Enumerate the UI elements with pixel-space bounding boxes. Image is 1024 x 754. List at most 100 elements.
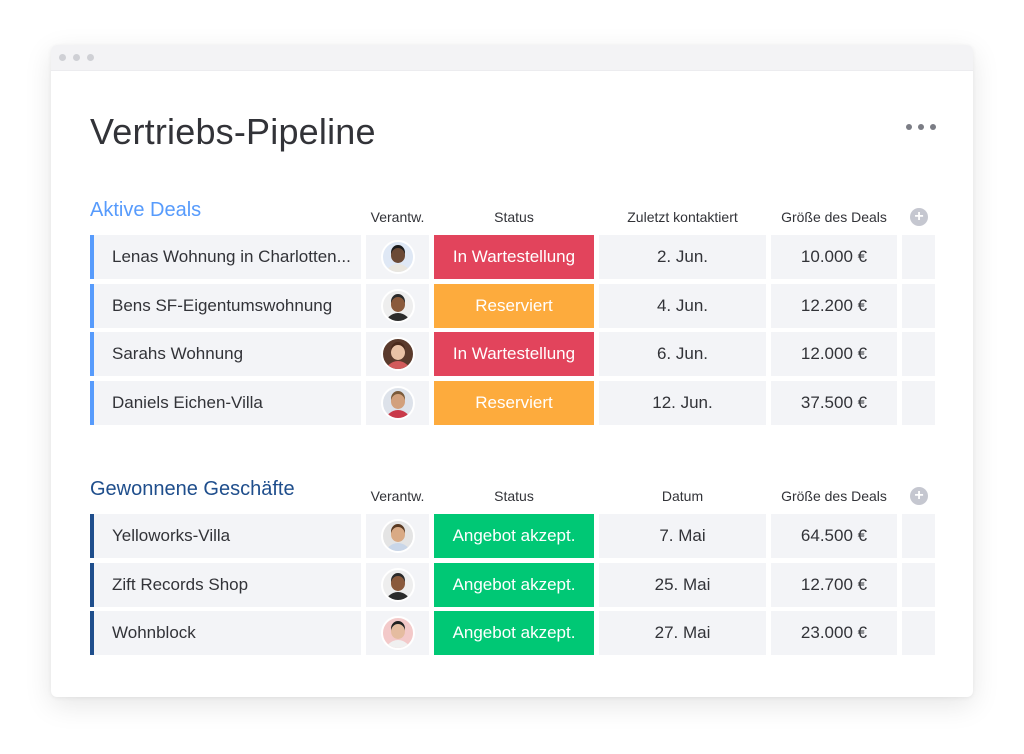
- column-header-status[interactable]: Status: [494, 209, 534, 225]
- date-value: 2. Jun.: [656, 247, 709, 266]
- group-rows: Lenas Wohnung in Charlotten... In Wartest…: [90, 235, 935, 425]
- owner-cell[interactable]: [366, 283, 429, 328]
- window-dot-icon: [73, 54, 80, 61]
- avatar-man-beard-icon: [380, 288, 415, 323]
- avatar-man-bald-icon: [380, 385, 415, 420]
- status-cell[interactable]: Angebot akzept.: [434, 514, 594, 558]
- table-row[interactable]: Daniels Eichen-Villa Reserviert 12. Jun. 37…: [90, 380, 935, 425]
- column-header-size[interactable]: Größe des Deals: [781, 209, 887, 225]
- deal-size-value: 12.700 €: [800, 574, 868, 594]
- table-row[interactable]: Zift Records Shop Angebot akzept. 25. Mai 1…: [90, 562, 935, 607]
- deal-size-cell[interactable]: 37.500 €: [771, 380, 897, 425]
- page-title: Vertriebs-Pipeline: [90, 111, 376, 152]
- table-row[interactable]: Bens SF-Eigentumswohnung Reserviert 4. Jun…: [90, 283, 935, 328]
- table-row[interactable]: Yelloworks-Villa Angebot akzept. 7. Mai 64.…: [90, 514, 935, 558]
- add-column-icon[interactable]: +: [910, 487, 928, 505]
- status-label: In Wartestellung: [452, 247, 576, 266]
- date-cell[interactable]: 4. Jun.: [599, 283, 766, 328]
- date-cell[interactable]: 25. Mai: [599, 562, 766, 607]
- column-header-owner[interactable]: Verantw.: [370, 488, 425, 504]
- avatar-man-beard-icon: [380, 567, 415, 602]
- deal-size-cell[interactable]: 12.700 €: [771, 562, 897, 607]
- owner-cell[interactable]: [366, 514, 429, 558]
- status-label: Angebot akzept.: [452, 574, 576, 594]
- app-window: Vertriebs-Pipeline Aktive Deals Verantw.…: [51, 45, 973, 697]
- date-cell[interactable]: 2. Jun.: [599, 235, 766, 279]
- window-dot-icon: [87, 54, 94, 61]
- more-horizontal-icon[interactable]: [906, 120, 936, 134]
- status-label: Reserviert: [475, 295, 553, 315]
- add-column-icon[interactable]: +: [910, 208, 928, 226]
- avatar-woman-dark-hair-icon: [380, 616, 415, 650]
- row-name: Yelloworks-Villa: [112, 526, 231, 545]
- status-cell[interactable]: Angebot akzept.: [434, 562, 594, 607]
- status-label: Angebot akzept.: [452, 526, 576, 545]
- status-label: In Wartestellung: [452, 344, 576, 363]
- row-name-cell[interactable]: Yelloworks-Villa: [90, 514, 361, 558]
- date-cell[interactable]: 27. Mai: [599, 611, 766, 655]
- group-rows: Yelloworks-Villa Angebot akzept. 7. Mai 64.…: [90, 514, 935, 655]
- date-value: 25. Mai: [654, 574, 711, 594]
- column-header-date[interactable]: Datum: [661, 488, 704, 504]
- group-header: Aktive Deals Verantw. Status Zuletzt kon…: [90, 195, 935, 235]
- group-header: Gewonnene Geschäfte Verantw. Status Datu…: [90, 474, 935, 514]
- group-active-deals: Aktive Deals Verantw. Status Zuletzt kon…: [90, 195, 935, 429]
- group-title[interactable]: Aktive Deals: [90, 199, 202, 221]
- table-row[interactable]: Wohnblock Angebot akzept. 27. Mai 23.000 €: [90, 611, 935, 655]
- empty-cell: [902, 514, 935, 558]
- window-titlebar: [51, 45, 973, 71]
- date-value: 27. Mai: [654, 623, 711, 642]
- deal-size-value: 23.000 €: [800, 623, 868, 642]
- row-name: Wohnblock: [112, 623, 196, 642]
- empty-cell: [902, 235, 935, 279]
- deal-size-value: 10.000 €: [800, 247, 868, 266]
- date-cell[interactable]: 7. Mai: [599, 514, 766, 558]
- deal-size-value: 12.000 €: [800, 344, 868, 363]
- deal-size-value: 37.500 €: [800, 392, 868, 412]
- column-header-status[interactable]: Status: [494, 488, 534, 504]
- deal-size-value: 64.500 €: [800, 526, 868, 545]
- date-cell[interactable]: 6. Jun.: [599, 332, 766, 376]
- group-title[interactable]: Gewonnene Geschäfte: [90, 478, 295, 500]
- date-value: 6. Jun.: [656, 344, 709, 363]
- row-name-cell[interactable]: Daniels Eichen-Villa: [90, 380, 361, 425]
- row-name-cell[interactable]: Lenas Wohnung in Charlotten...: [90, 235, 361, 279]
- column-header-size[interactable]: Größe des Deals: [781, 488, 887, 504]
- avatar-woman-glasses-icon: [380, 337, 415, 371]
- owner-cell[interactable]: [366, 611, 429, 655]
- column-header-owner[interactable]: Verantw.: [370, 209, 425, 225]
- table-row[interactable]: Sarahs Wohnung In Wartestellung 6. Jun. 12.…: [90, 332, 935, 376]
- empty-cell: [902, 380, 935, 425]
- owner-cell[interactable]: [366, 562, 429, 607]
- row-name: Lenas Wohnung in Charlotten...: [112, 247, 351, 266]
- owner-cell[interactable]: [366, 235, 429, 279]
- avatar-woman-curly-icon: [380, 240, 415, 274]
- column-header-date[interactable]: Zuletzt kontaktiert: [627, 209, 738, 225]
- deal-size-cell[interactable]: 12.000 €: [771, 332, 897, 376]
- status-cell[interactable]: In Wartestellung: [434, 332, 594, 376]
- status-cell[interactable]: Reserviert: [434, 380, 594, 425]
- owner-cell[interactable]: [366, 380, 429, 425]
- status-cell[interactable]: In Wartestellung: [434, 235, 594, 279]
- date-value: 12. Jun.: [652, 392, 713, 412]
- status-label: Angebot akzept.: [452, 623, 576, 642]
- deal-size-cell[interactable]: 10.000 €: [771, 235, 897, 279]
- row-name-cell[interactable]: Bens SF-Eigentumswohnung: [90, 283, 361, 328]
- status-cell[interactable]: Reserviert: [434, 283, 594, 328]
- table-row[interactable]: Lenas Wohnung in Charlotten... In Wartest…: [90, 235, 935, 279]
- window-dot-icon: [59, 54, 66, 61]
- row-name-cell[interactable]: Zift Records Shop: [90, 562, 361, 607]
- row-name-cell[interactable]: Sarahs Wohnung: [90, 332, 361, 376]
- date-cell[interactable]: 12. Jun.: [599, 380, 766, 425]
- deal-size-cell[interactable]: 12.200 €: [771, 283, 897, 328]
- owner-cell[interactable]: [366, 332, 429, 376]
- empty-cell: [902, 332, 935, 376]
- row-name: Zift Records Shop: [112, 574, 249, 594]
- deal-size-cell[interactable]: 64.500 €: [771, 514, 897, 558]
- empty-cell: [902, 611, 935, 655]
- status-cell[interactable]: Angebot akzept.: [434, 611, 594, 655]
- date-value: 4. Jun.: [656, 295, 709, 315]
- deal-size-cell[interactable]: 23.000 €: [771, 611, 897, 655]
- date-value: 7. Mai: [659, 526, 706, 545]
- row-name-cell[interactable]: Wohnblock: [90, 611, 361, 655]
